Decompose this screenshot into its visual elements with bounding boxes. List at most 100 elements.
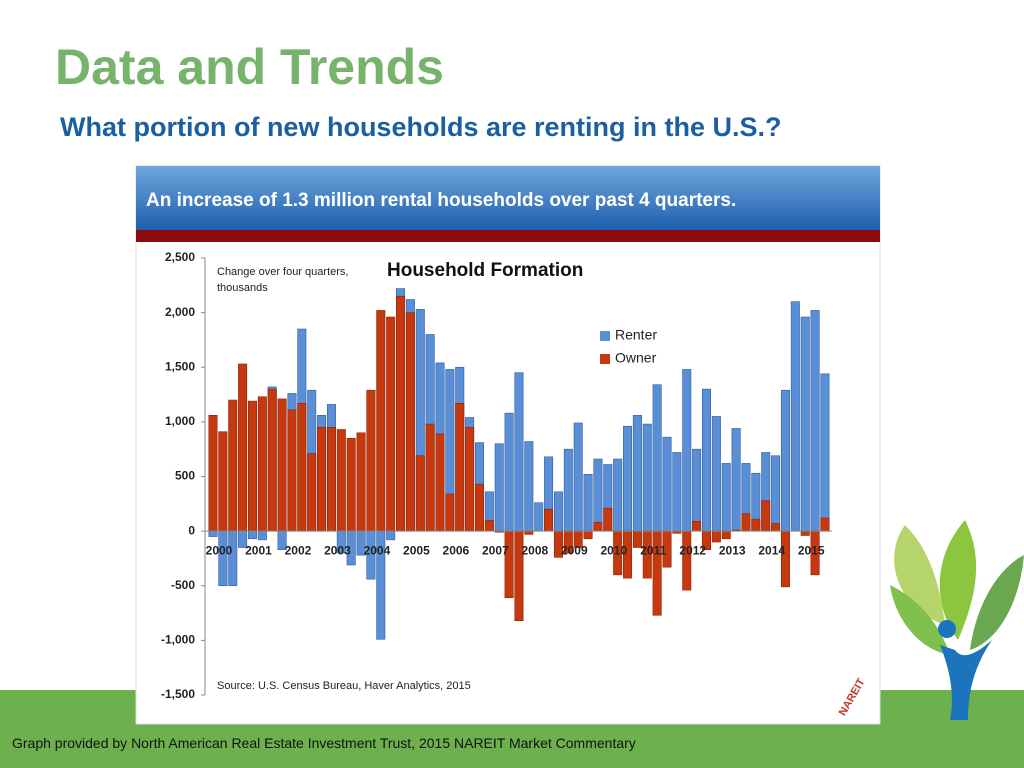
bar: [820, 517, 830, 532]
y-tick-label: 2,000: [165, 305, 195, 319]
y-tick-label: 0: [188, 523, 195, 537]
bar: [474, 483, 484, 532]
bar: [771, 523, 781, 532]
banner-stripe: [136, 230, 880, 242]
bar: [247, 400, 257, 532]
bar: [514, 372, 524, 532]
x-tick-label: 2013: [719, 543, 746, 557]
bar: [711, 416, 721, 532]
bar: [790, 301, 800, 532]
bar: [297, 403, 307, 532]
bar: [800, 530, 810, 536]
chart-title: Household Formation: [387, 260, 583, 281]
bar: [307, 453, 317, 532]
bar: [800, 316, 810, 532]
bar: [386, 530, 396, 541]
bar: [405, 312, 415, 532]
axis-annotation: Change over four quarters, thousands: [217, 266, 349, 294]
bar: [583, 474, 593, 532]
legend-swatch: [600, 354, 610, 364]
bar: [415, 455, 425, 532]
bar: [573, 422, 583, 532]
x-tick-label: 2002: [285, 543, 312, 557]
bar: [563, 448, 573, 532]
bar: [504, 530, 514, 599]
x-tick-label: 2008: [521, 543, 548, 557]
bar: [741, 513, 751, 532]
bar: [386, 316, 396, 532]
bar: [267, 388, 277, 532]
x-tick-label: 2005: [403, 543, 430, 557]
bar: [504, 412, 514, 532]
bar: [257, 396, 267, 532]
bar: [780, 389, 790, 532]
legend-label: Renter: [615, 327, 657, 343]
bar: [632, 415, 642, 532]
bar: [218, 530, 228, 587]
bar: [376, 310, 386, 532]
x-tick-label: 2004: [364, 543, 391, 557]
y-tick-label: -1,500: [161, 687, 195, 701]
x-tick-label: 2011: [640, 543, 666, 557]
bar: [435, 433, 445, 532]
slide-title: Data and Trends: [55, 39, 444, 95]
bar: [692, 448, 702, 532]
legend-swatch: [600, 331, 610, 341]
y-tick-label: 1,500: [165, 359, 195, 373]
bar: [396, 295, 406, 532]
bar: [326, 427, 336, 532]
bar: [238, 363, 248, 532]
bar: [642, 423, 652, 532]
tree-logo: [890, 520, 1024, 720]
bar: [711, 530, 721, 543]
bar: [366, 389, 376, 532]
bar: [208, 530, 218, 537]
bar: [731, 428, 741, 532]
x-tick-label: 2006: [443, 543, 470, 557]
bar: [247, 530, 257, 540]
x-tick-label: 2003: [324, 543, 351, 557]
bar: [257, 530, 267, 541]
bar: [692, 520, 702, 532]
bar: [593, 458, 603, 532]
x-tick-label: 2007: [482, 543, 509, 557]
x-tick-label: 2015: [798, 543, 825, 557]
y-tick-label: -500: [171, 578, 195, 592]
bar: [356, 432, 366, 532]
x-tick-label: 2000: [206, 543, 233, 557]
bar: [761, 500, 771, 532]
bar: [445, 493, 455, 532]
bar: [287, 409, 297, 532]
bar: [593, 522, 603, 532]
bar: [534, 502, 544, 532]
bar: [425, 423, 435, 532]
bar: [228, 399, 238, 532]
bar: [623, 425, 633, 532]
bar: [583, 530, 593, 540]
slide-subtitle: What portion of new households are renti…: [60, 112, 782, 142]
bar: [682, 530, 692, 591]
y-tick-label: 500: [175, 469, 195, 483]
bar: [780, 530, 790, 588]
bar: [820, 373, 830, 532]
bar: [662, 436, 672, 532]
bar: [484, 519, 494, 532]
bar: [455, 403, 465, 532]
bar: [465, 427, 475, 532]
y-tick-label: 1,000: [165, 414, 195, 428]
bar: [544, 508, 554, 532]
source-text: Source: U.S. Census Bureau, Haver Analyt…: [217, 680, 471, 692]
bar: [771, 455, 781, 532]
x-tick-label: 2014: [758, 543, 785, 557]
bar: [317, 427, 327, 532]
bar: [672, 452, 682, 532]
bar: [494, 443, 504, 532]
bar: [208, 415, 218, 532]
x-tick-label: 2010: [600, 543, 627, 557]
x-tick-label: 2001: [245, 543, 272, 557]
bar: [613, 458, 623, 532]
bar: [701, 388, 711, 532]
bar: [721, 463, 731, 532]
